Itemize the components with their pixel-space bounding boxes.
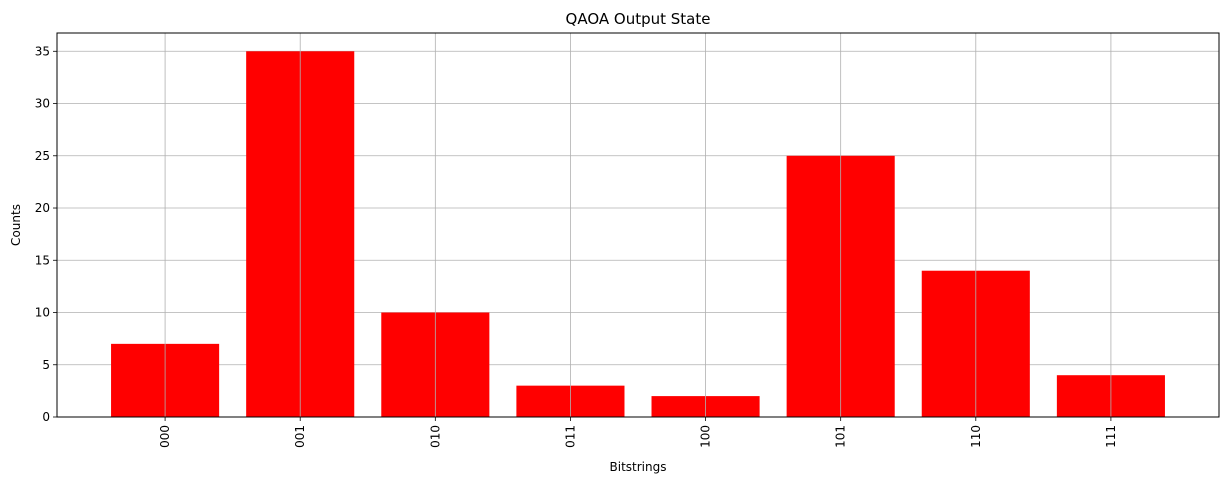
x-tick-label: 000 [158, 425, 172, 448]
y-tick-label: 5 [42, 358, 50, 372]
y-tick-label: 25 [35, 149, 50, 163]
y-tick-label: 10 [35, 306, 50, 320]
y-tick-label: 20 [35, 201, 50, 215]
chart-title: QAOA Output State [566, 10, 711, 28]
x-tick-label: 010 [428, 425, 442, 448]
y-tick-label: 30 [35, 97, 50, 111]
axes [56, 32, 1220, 418]
x-axis-label: Bitstrings [610, 460, 667, 474]
bars [111, 33, 1165, 418]
y-tick-label: 0 [42, 410, 50, 424]
x-tick-label: 101 [834, 425, 848, 448]
ticks: 0 5 10 15 20 25 30 35 000 001 010 011 100 101 110 111 [35, 44, 1118, 448]
x-tick-label: 011 [563, 425, 577, 448]
x-tick-label: 001 [293, 425, 307, 448]
y-tick-label: 35 [35, 44, 50, 58]
x-tick-label: 100 [699, 425, 713, 448]
axes-frame [56, 32, 1220, 418]
x-tick-label: 111 [1104, 425, 1118, 448]
x-tick-label: 110 [969, 425, 983, 448]
y-axis-label: Counts [9, 204, 23, 246]
y-tick-label: 15 [35, 253, 50, 267]
